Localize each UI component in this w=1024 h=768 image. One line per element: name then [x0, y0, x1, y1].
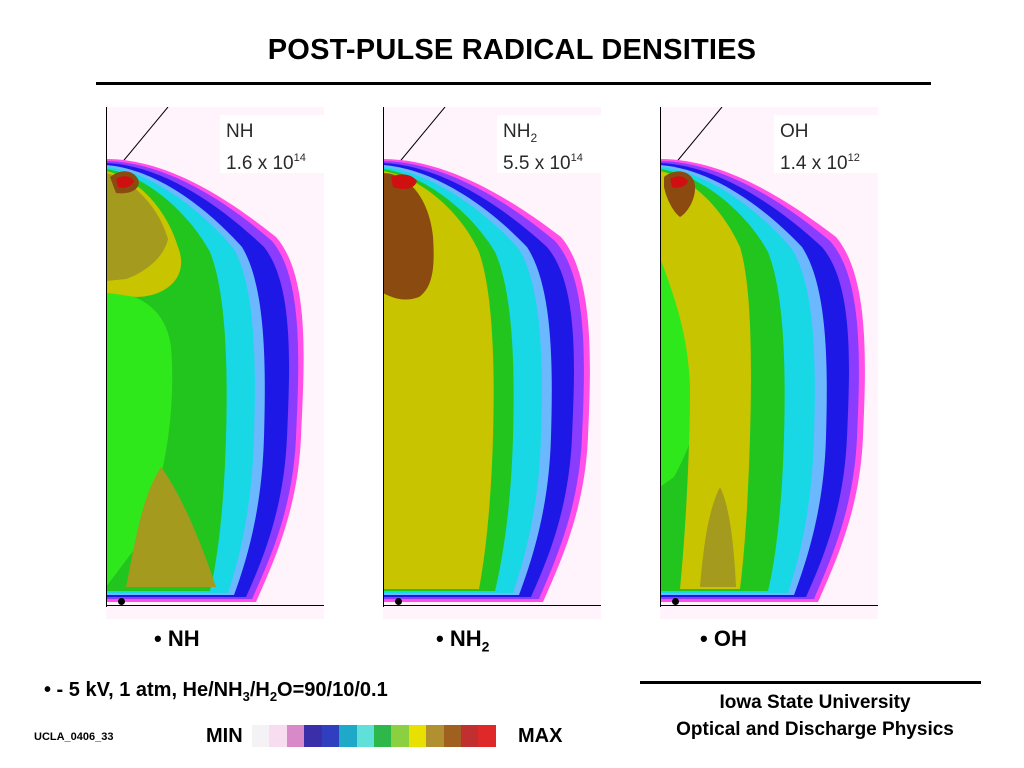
- axis-vertical: [383, 107, 384, 607]
- color-scale-swatch: [443, 725, 462, 747]
- institution-divider: [640, 681, 981, 684]
- color-scale-swatch: [356, 725, 374, 747]
- contour-red: [670, 176, 688, 188]
- axis-horizontal: [106, 605, 324, 606]
- color-scale-swatch: [426, 725, 444, 747]
- caption-subscript: 2: [481, 638, 490, 655]
- panel-label: NH 1.6 x 1014: [220, 115, 324, 174]
- institution-name: Iowa State University: [719, 692, 911, 713]
- conditions-prefix: • - 5 kV, 1 atm, He/NH: [44, 679, 243, 701]
- color-scale-swatch: [478, 725, 496, 747]
- caption-text: NH: [449, 626, 482, 651]
- scale-max-label: MAX: [518, 725, 563, 747]
- electrode-line: [119, 107, 169, 166]
- color-scale-swatch: [286, 725, 305, 747]
- color-scale-swatch: [252, 725, 270, 747]
- color-scale-swatch: [269, 725, 287, 747]
- scale-min-label: MIN: [206, 725, 243, 747]
- color-scale-swatch: [373, 725, 392, 747]
- species-name: NH: [503, 121, 531, 142]
- density-contour-plot: [660, 107, 865, 602]
- conditions-text: • - 5 kV, 1 atm, He/NH3/H2O=90/10/0.1: [44, 679, 388, 704]
- species-name: OH: [780, 121, 809, 142]
- conditions-suffix: O=90/10/0.1: [277, 679, 388, 701]
- panel-label: NH2 5.5 x 1014: [497, 115, 601, 174]
- caption-text: OH: [713, 626, 747, 651]
- density-panel-oh: OH 1.4 x 1012: [660, 107, 878, 619]
- contour-brown: [383, 173, 434, 300]
- species-name: NH: [226, 121, 254, 142]
- color-scale-swatch: [408, 725, 427, 747]
- conditions-sub2: 2: [269, 689, 278, 704]
- density-contour-plot: [383, 107, 590, 602]
- caption-oh: • OH: [700, 626, 747, 652]
- color-scale-swatch: [321, 725, 340, 747]
- axis-horizontal: [660, 605, 878, 606]
- conditions-sub1: 3: [242, 689, 250, 704]
- peak-density-exponent: 14: [570, 151, 583, 164]
- slide-id: UCLA_0406_33: [34, 731, 114, 743]
- density-panel-nh: NH 1.6 x 1014: [106, 107, 324, 619]
- origin-dot: [118, 598, 125, 605]
- peak-density-exponent: 12: [847, 151, 860, 164]
- axis-vertical: [660, 107, 661, 607]
- axis-horizontal: [383, 605, 601, 606]
- axis-vertical: [106, 107, 107, 607]
- caption-nh2: • NH2: [436, 626, 489, 654]
- caption-text: NH: [167, 626, 200, 651]
- color-scale-swatch: [304, 725, 322, 747]
- color-scale-swatch: [391, 725, 409, 747]
- caption-bullet: •: [700, 626, 708, 651]
- origin-dot: [395, 598, 402, 605]
- electrode-line: [396, 107, 446, 166]
- peak-density: 5.5 x 10: [503, 152, 571, 174]
- peak-density: 1.4 x 10: [780, 152, 848, 174]
- contour-olive: [700, 487, 736, 587]
- color-scale-bar: [252, 725, 496, 747]
- panel-label: OH 1.4 x 1012: [774, 115, 878, 174]
- density-contour-plot: [106, 107, 304, 602]
- caption-nh: • NH: [154, 626, 200, 652]
- contour-red: [391, 174, 417, 189]
- origin-dot: [672, 598, 679, 605]
- contour-olive-lower: [126, 467, 216, 587]
- slide-title: POST-PULSE RADICAL DENSITIES: [267, 34, 757, 66]
- species-subscript: 2: [530, 130, 538, 145]
- conditions-mid: /H: [249, 679, 270, 701]
- caption-bullet: •: [436, 626, 444, 651]
- contour-yellow: [660, 171, 751, 589]
- color-scale-swatch: [461, 725, 479, 747]
- caption-bullet: •: [154, 626, 162, 651]
- peak-density-exponent: 14: [293, 151, 306, 164]
- color-scale-swatch: [339, 725, 357, 747]
- contour-bright-green: [106, 292, 173, 587]
- contour-red: [116, 176, 134, 188]
- density-panel-nh2: NH2 5.5 x 1014: [383, 107, 601, 619]
- title-divider: [96, 82, 931, 85]
- electrode-line: [673, 107, 723, 166]
- contour-olive: [106, 173, 168, 281]
- group-name: Optical and Discharge Physics: [676, 719, 954, 740]
- peak-density: 1.6 x 10: [226, 152, 294, 174]
